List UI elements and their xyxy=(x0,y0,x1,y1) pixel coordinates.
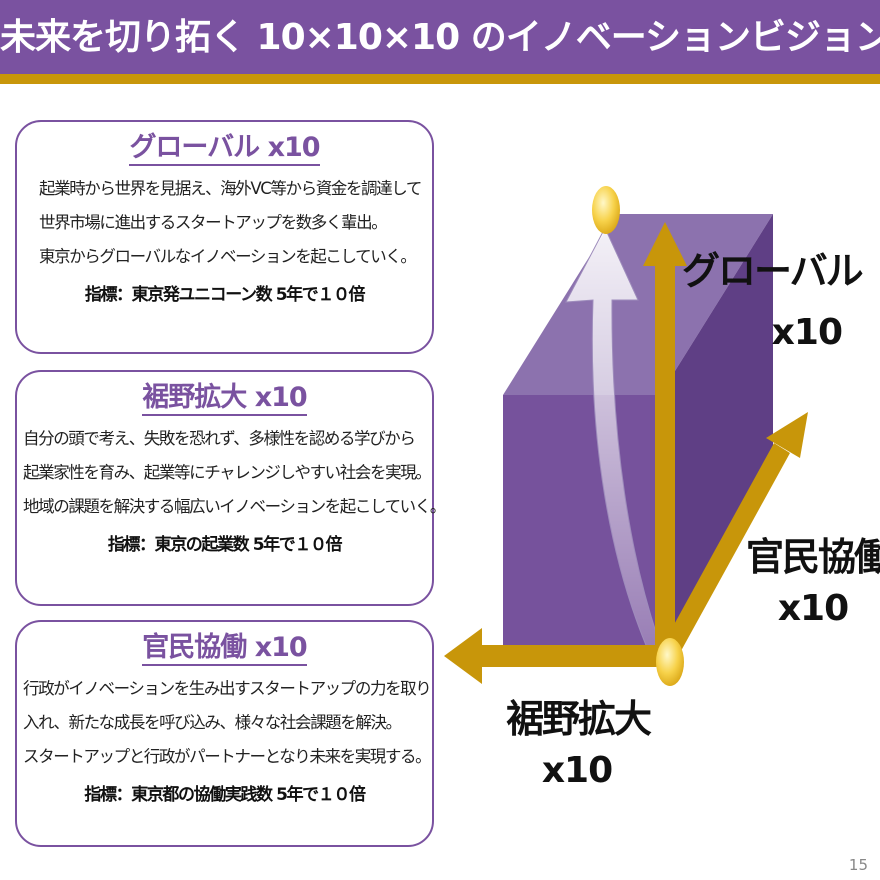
card-global: グローバル x10 起業時から世界を見据え、海外VC等から資金を調達して 世界市… xyxy=(15,120,434,354)
card-description: 起業時から世界を見据え、海外VC等から資金を調達して 世界市場に進出するスタート… xyxy=(17,172,432,274)
axis-label-multiplier: x10 xyxy=(771,312,843,353)
header-bar: 未来を切り拓く 10×10×10 のイノベーションビジョン xyxy=(0,0,880,84)
card-description-line: スタートアップと行政がパートナーとなり未来を実現する。 xyxy=(23,747,432,766)
origin-ball xyxy=(656,638,684,686)
card-description-line: 起業家性を育み、起業等にチャレンジしやすい社会を実現。 xyxy=(23,463,432,482)
axis-arrow-global xyxy=(643,222,687,662)
card-title: グローバル x10 xyxy=(129,132,321,166)
card-metric: 指標：東京の起業数 5年で１０倍 xyxy=(107,535,343,555)
cube-front-face xyxy=(503,395,660,662)
card-metric: 指標：東京発ユニコーン数 5年で１０倍 xyxy=(84,285,366,305)
axis-label-name: 裾野拡大 xyxy=(506,697,652,741)
card-description-line: 自分の頭で考え、失敗を恐れず、多様性を認める学びから xyxy=(23,429,416,448)
page-number: 15 xyxy=(848,856,868,874)
card-description: 行政がイノベーションを生み出すスタートアップの力を取り 入れ、新たな成長を呼び込… xyxy=(17,672,432,774)
card-description-line: 入れ、新たな成長を呼び込み、様々な社会課題を解決。 xyxy=(23,713,402,732)
axis-label-partnership: 官民協働 x10 xyxy=(746,532,880,636)
axis-label-global: グローバル x10 xyxy=(682,246,864,360)
card-description-line: 東京からグローバルなイノベーションを起こしていく。 xyxy=(39,247,417,266)
axis-label-name: 官民協働 xyxy=(746,535,880,579)
card-title: 裾野拡大 x10 xyxy=(142,382,308,416)
card-title: 官民協働 x10 xyxy=(142,632,308,666)
axis-label-multiplier: x10 xyxy=(541,750,613,791)
cube-top-face xyxy=(503,214,773,395)
card-description-line: 行政がイノベーションを生み出すスタートアップの力を取り xyxy=(23,679,432,698)
axis-arrow-partnership xyxy=(660,412,808,660)
card-expansion: 裾野拡大 x10 自分の頭で考え、失敗を恐れず、多様性を認める学びから 起業家性… xyxy=(15,370,446,606)
axis-arrow-expansion xyxy=(444,628,664,684)
card-metric: 指標：東京都の協働実践数 5年で１０倍 xyxy=(84,785,366,805)
cube-side-face xyxy=(660,214,773,662)
card-description-line: 世界市場に進出するスタートアップを数多く輩出。 xyxy=(39,213,388,232)
growth-curve-arrow xyxy=(565,226,663,651)
axis-label-expansion: 裾野拡大 x10 xyxy=(506,694,652,798)
card-description-line: 起業時から世界を見据え、海外VC等から資金を調達して xyxy=(39,179,422,198)
card-description: 自分の頭で考え、失敗を恐れず、多様性を認める学びから 起業家性を育み、起業等にチ… xyxy=(17,422,446,524)
axis-label-multiplier: x10 xyxy=(777,588,849,629)
card-description-line: 地域の課題を解決する幅広いイノベーションを起こしていく。 xyxy=(23,497,446,516)
top-ball xyxy=(592,186,620,234)
axis-label-name: グローバル xyxy=(682,249,864,293)
page-title: 未来を切り拓く 10×10×10 のイノベーションビジョン xyxy=(0,17,880,58)
card-partnership: 官民協働 x10 行政がイノベーションを生み出すスタートアップの力を取り 入れ、… xyxy=(15,620,434,847)
